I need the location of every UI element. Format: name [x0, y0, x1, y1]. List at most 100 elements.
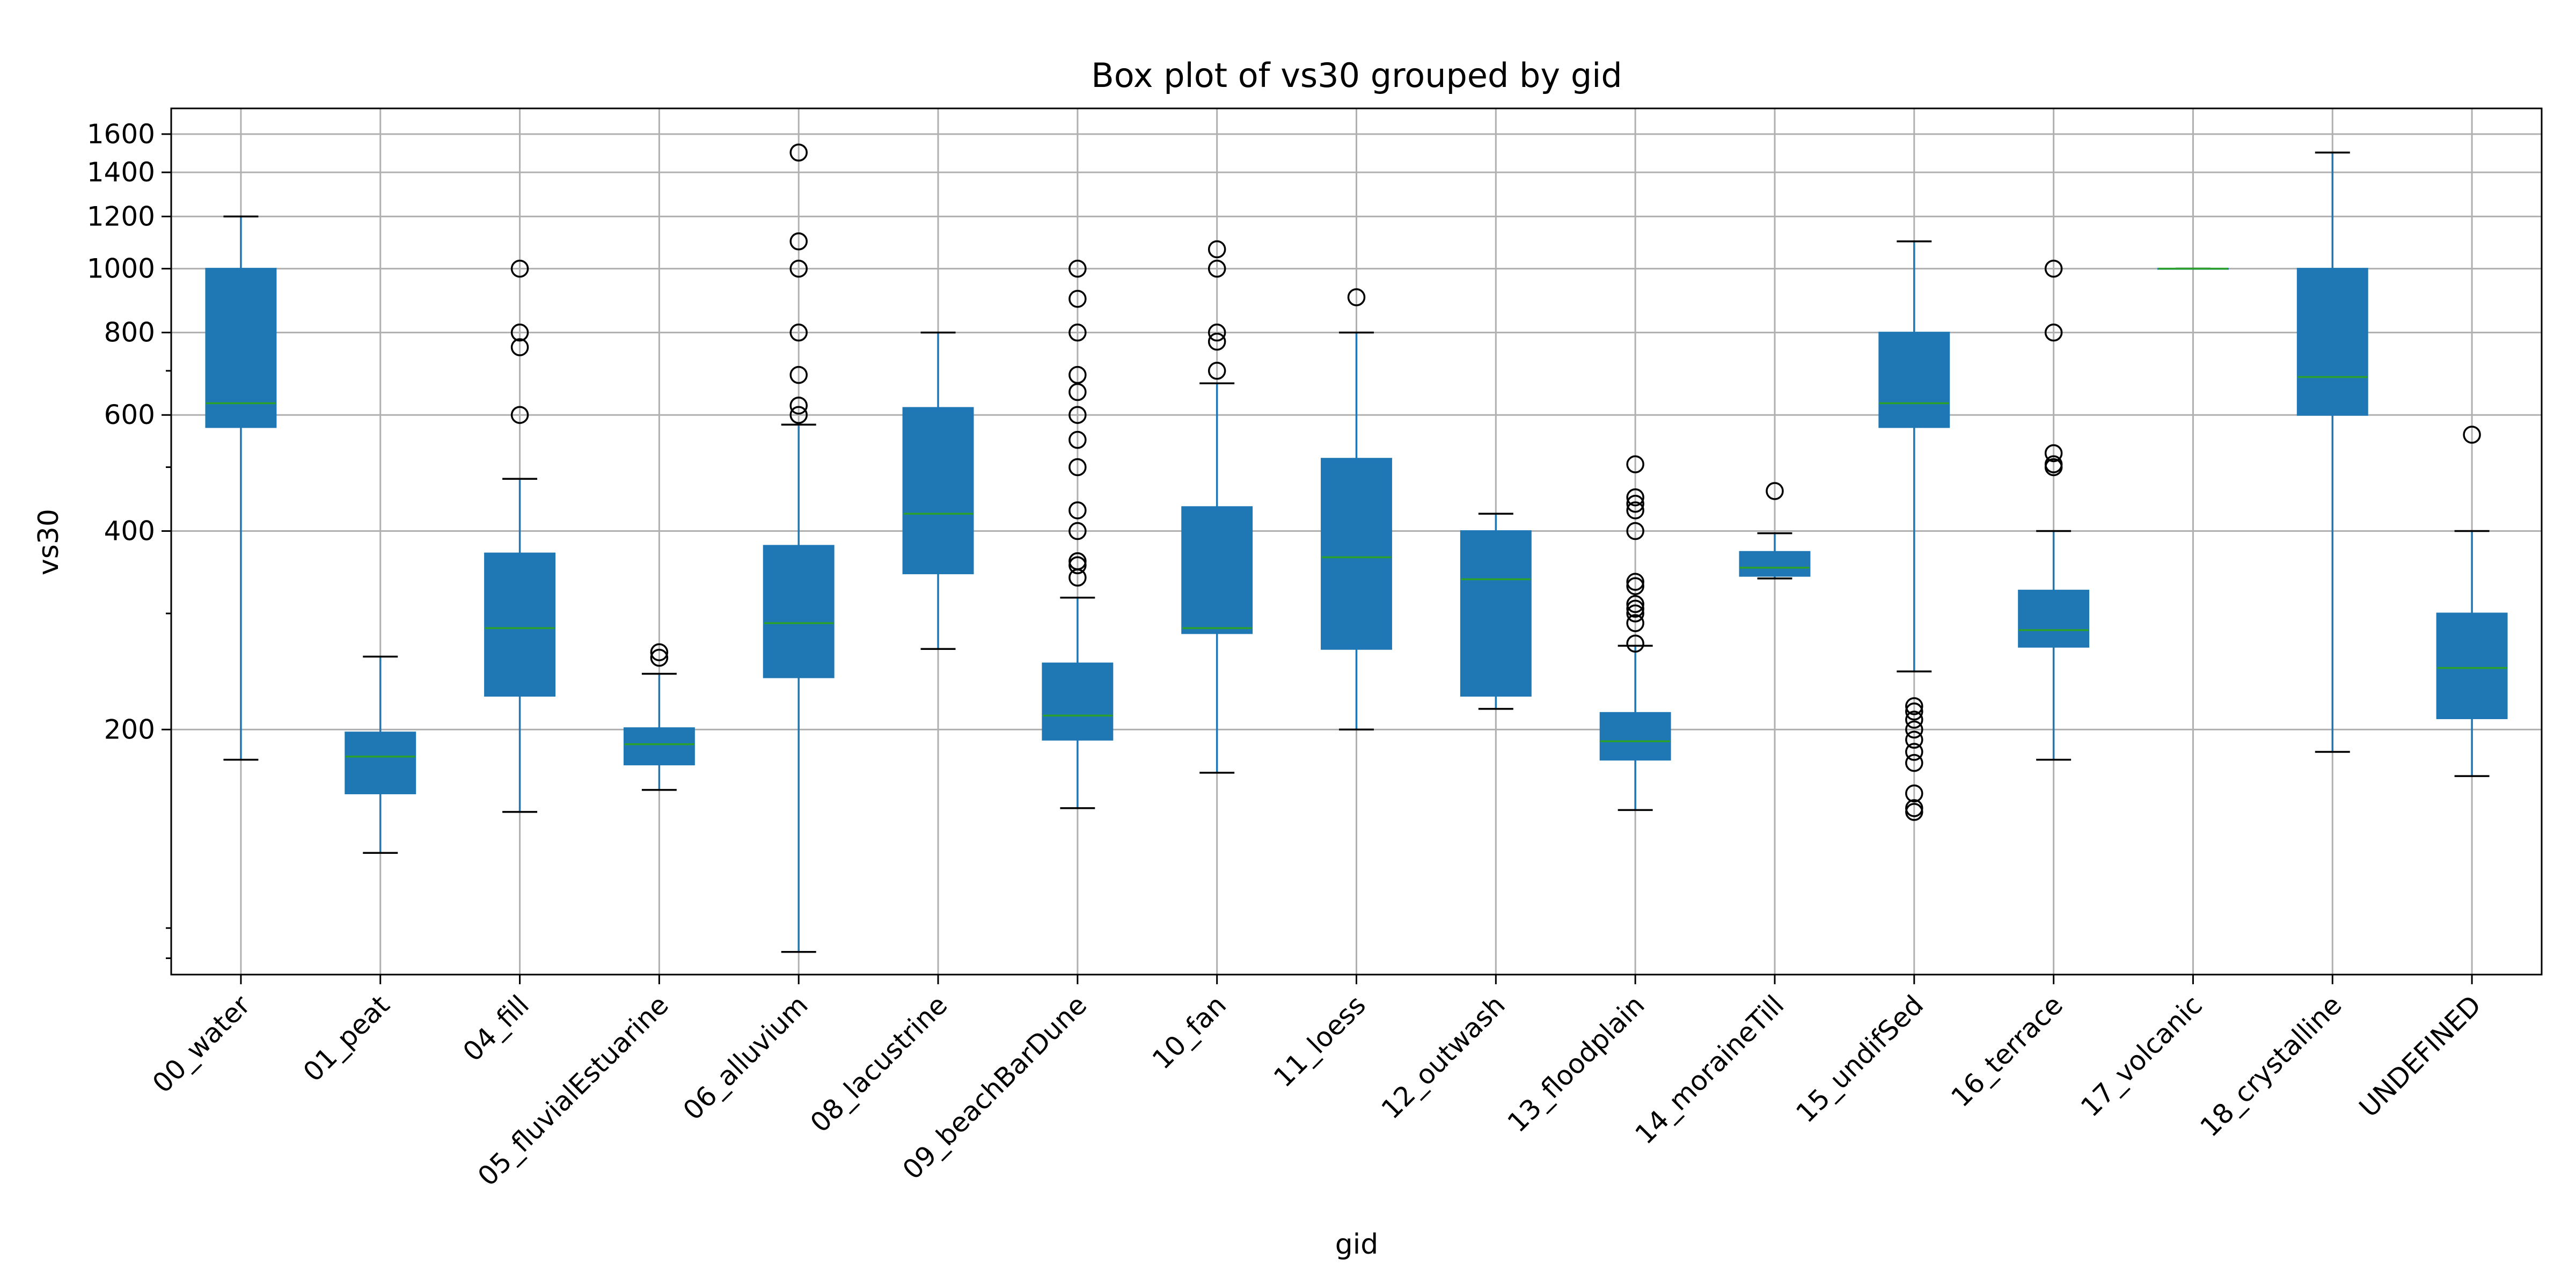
outlier-point [789, 323, 808, 342]
y-tick-label: 800 [104, 317, 155, 348]
box-11_loess [1321, 288, 1392, 731]
chart-title: Box plot of vs30 grouped by gid [1091, 56, 1622, 95]
outlier-point [1766, 482, 1784, 500]
outlier-point [1069, 501, 1087, 519]
outlier-point [510, 259, 529, 278]
box-16_terrace [2018, 259, 2090, 761]
box-15_undifSed [1878, 240, 1950, 821]
iqr-box [1181, 506, 1253, 634]
box-14_moraineTill [1739, 482, 1811, 580]
x-tick-label: UNDEFINED [2353, 989, 2487, 1123]
box-05_fluvialEstuarine [623, 643, 695, 791]
outlier-point [650, 643, 669, 662]
outlier-point [1069, 323, 1087, 342]
outlier-point [1069, 430, 1087, 449]
x-tick-label: 11_loess [1268, 989, 1372, 1093]
outlier-point [1626, 494, 1644, 513]
iqr-box [1878, 332, 1950, 428]
outlier-point [1069, 556, 1087, 574]
box-10_fan [1181, 240, 1253, 774]
iqr-box [2296, 268, 2368, 416]
outlier-point [1626, 595, 1644, 613]
y-tick-label: 200 [104, 714, 155, 745]
x-tick-label: 00_water [147, 989, 257, 1099]
outlier-point [789, 406, 808, 424]
iqr-box [345, 731, 416, 794]
x-axis: 00_water 01_peat 04_fill05_fluvialEstuarin… [147, 975, 2487, 1192]
outlier-point [2044, 455, 2063, 473]
outlier-point [1069, 522, 1087, 540]
outlier-point [1626, 501, 1644, 519]
iqr-box [1042, 662, 1114, 741]
x-tick-label: 13_floodplain [1502, 989, 1651, 1138]
outlier-point [1626, 455, 1644, 473]
outlier-point [1626, 488, 1644, 507]
x-tick-label: 16_terrace [1945, 989, 2069, 1113]
outlier-point [1347, 288, 1366, 306]
outlier-point [1208, 259, 1226, 278]
outlier-point [789, 232, 808, 251]
outlier-point [510, 338, 529, 356]
box-08_lacustrine [902, 331, 974, 650]
y-tick-label: 1400 [87, 157, 155, 188]
box-00_water [205, 215, 277, 761]
outlier-point [1069, 406, 1087, 424]
outlier-point [650, 648, 669, 667]
outlier-point [1626, 634, 1644, 653]
outlier-point [1905, 753, 1923, 772]
iqr-box [1321, 458, 1392, 650]
outlier-point [1069, 383, 1087, 401]
iqr-box [902, 407, 974, 574]
x-tick-label: 01_peat [297, 989, 396, 1087]
outlier-point [789, 259, 808, 278]
outlier-point [2463, 426, 2481, 444]
box-UNDEFINED [2436, 426, 2508, 777]
iqr-box [2018, 589, 2090, 648]
x-tick-label: 04_fill [457, 989, 535, 1067]
outlier-point [1626, 573, 1644, 591]
x-tick-label: 15_undifSed [1790, 989, 1929, 1129]
y-tick-label: 600 [104, 399, 155, 430]
outlier-point [1905, 720, 1923, 739]
iqr-box [1739, 551, 1811, 577]
outlier-point [1208, 323, 1226, 342]
x-tick-label: 12_outwash [1375, 989, 1511, 1125]
outlier-point [510, 323, 529, 342]
x-tick-label: 14_moraineTill [1629, 989, 1790, 1150]
outlier-point [1626, 614, 1644, 632]
box-18_crystalline [2296, 151, 2368, 753]
outlier-point [1208, 332, 1226, 351]
outlier-point [1069, 290, 1087, 308]
outlier-point [1069, 365, 1087, 384]
x-tick-label: 06_alluvium [677, 989, 814, 1126]
outlier-point [2044, 323, 2063, 342]
outlier-point [789, 396, 808, 415]
outlier-point [1626, 577, 1644, 595]
iqr-box [1460, 530, 1532, 697]
y-tick-label: 1000 [87, 253, 155, 284]
box-09_beachBarDune [1042, 259, 1114, 809]
box-12_outwash [1460, 513, 1532, 710]
y-axis: 200 400 600 800 1000 1200 1400 1600 [87, 119, 171, 960]
box-01_peat [345, 655, 416, 854]
outlier-point [510, 406, 529, 424]
iqr-box [763, 545, 835, 678]
box-06_alluvium [763, 143, 835, 953]
outlier-point [789, 365, 808, 384]
x-axis-label: gid [1335, 1228, 1378, 1261]
outlier-point [1905, 784, 1923, 803]
outlier-point [1208, 362, 1226, 380]
box-04_fill [484, 259, 556, 813]
outlier-point [1208, 240, 1226, 259]
outlier-point [1905, 711, 1923, 729]
y-axis-label: vs30 [33, 509, 65, 575]
x-tick-label: 17_volcanic [2075, 989, 2208, 1123]
outlier-point [1069, 259, 1087, 278]
iqr-box [205, 268, 277, 428]
outlier-point [1905, 702, 1923, 721]
outlier-point [1905, 799, 1923, 817]
outlier-point [2044, 444, 2063, 463]
iqr-box [2436, 612, 2508, 719]
iqr-box [484, 552, 556, 697]
